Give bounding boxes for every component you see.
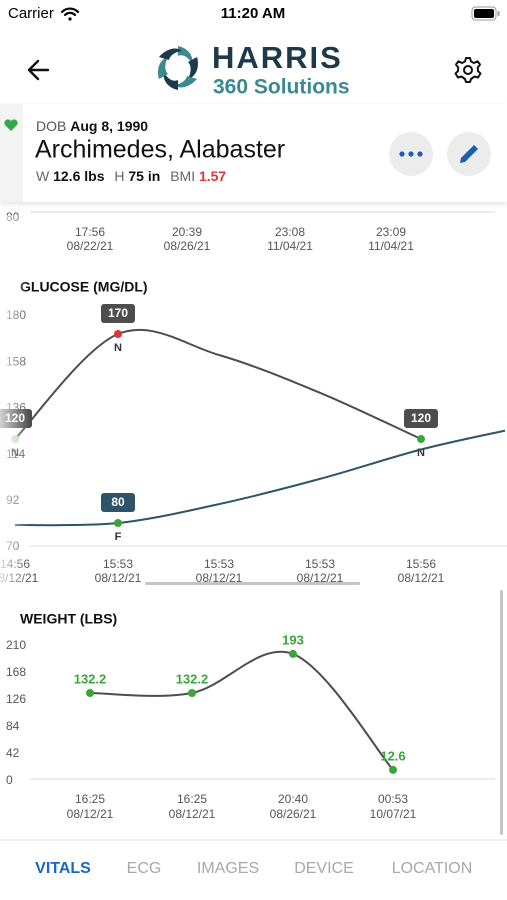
tab[interactable]: ECG	[127, 860, 162, 877]
height-value: 75 in	[128, 168, 160, 184]
data-point	[114, 330, 122, 338]
value-label: 193	[282, 632, 304, 647]
y-tick-label: 126	[6, 692, 26, 706]
x-tick-date: 08/12/21	[398, 571, 445, 585]
x-tick-date: 08/12/21	[169, 807, 216, 821]
data-point	[86, 689, 94, 698]
heart-icon	[4, 119, 18, 131]
x-tick-date: 08/22/21	[67, 239, 114, 253]
x-tick-date: 10/07/21	[370, 807, 417, 821]
value-label: 132.2	[74, 671, 107, 686]
card-side-strip	[0, 104, 23, 202]
data-point	[188, 689, 196, 698]
value-label: 120	[411, 411, 431, 425]
x-tick-time: 15:56	[406, 557, 436, 571]
battery-icon	[471, 6, 500, 21]
dob-label: DOB	[36, 118, 66, 134]
y-tick-label: 84	[6, 719, 20, 733]
left-fade	[0, 215, 30, 595]
bmi-label: BMI	[170, 168, 195, 184]
x-tick-time: 20:40	[278, 792, 308, 806]
x-tick-date: 08/26/21	[164, 239, 211, 253]
series-line	[89, 650, 394, 771]
x-tick-time: 23:08	[275, 225, 305, 239]
x-tick-date: 11/04/21	[368, 239, 414, 253]
data-point	[417, 435, 425, 443]
x-tick-date: 08/12/21	[95, 571, 142, 585]
tab[interactable]: LOCATION	[392, 860, 473, 877]
value-label: 170	[108, 306, 128, 320]
x-tick-time: 16:25	[75, 792, 105, 806]
weight-label: W	[36, 168, 50, 184]
y-tick-label: 210	[6, 638, 26, 652]
logo-tagline: 360 Solutions	[213, 76, 350, 99]
tab[interactable]: VITALS	[35, 860, 91, 877]
wifi-icon	[60, 7, 80, 21]
x-tick-date: 08/26/21	[270, 807, 317, 821]
value-label-box	[404, 409, 438, 428]
x-tick-time: 20:39	[172, 225, 202, 239]
y-tick-label: 42	[6, 746, 20, 760]
dob-line: DOB Aug 8, 1990	[36, 118, 148, 134]
dob-value: Aug 8, 1990	[70, 118, 148, 134]
weight-value: 12.6 lbs	[53, 168, 105, 184]
data-point	[389, 765, 397, 774]
horizontal-scrollbar	[145, 582, 360, 585]
x-tick-date: 11/04/21	[267, 239, 313, 253]
edit-button[interactable]	[447, 132, 491, 176]
logo-mark	[158, 46, 198, 90]
logo-name: HARRIS	[212, 40, 343, 75]
x-tick-time: 17:56	[75, 225, 105, 239]
carrier: Carrier	[8, 5, 54, 22]
y-tick-label: 0	[6, 773, 13, 787]
patient-name: Archimedes, Alabaster	[35, 136, 285, 164]
tab-bar: VITALS ECG IMAGES DEVICE LOCATION	[35, 860, 472, 877]
value-label: 132.2	[176, 671, 209, 686]
chart-title: GLUCOSE (MG/DL)	[20, 279, 148, 295]
clock: 11:20 AM	[221, 5, 285, 22]
settings-button[interactable]	[454, 57, 482, 83]
x-tick-time: 15:53	[305, 557, 335, 571]
x-tick-time: 15:53	[204, 557, 234, 571]
y-tick-label: 168	[6, 665, 26, 679]
more-button[interactable]	[389, 132, 433, 176]
value-label: 80	[111, 495, 125, 509]
x-tick-time: 16:25	[177, 792, 207, 806]
value-label-box	[101, 493, 135, 512]
chart-title: WEIGHT (LBS)	[20, 611, 117, 627]
height-label: H	[114, 168, 124, 184]
vertical-scrollbar	[500, 590, 503, 835]
series-line	[14, 429, 506, 527]
vitals-line: W 12.6 lbs H 75 in BMI 1.57	[36, 168, 226, 184]
tab[interactable]: DEVICE	[294, 860, 354, 877]
bmi-value: 1.57	[199, 168, 226, 184]
x-tick-date: 08/12/21	[297, 571, 344, 585]
point-flag: N	[114, 342, 122, 354]
point-flag: F	[115, 531, 122, 543]
x-tick-time: 15:53	[103, 557, 133, 571]
tab[interactable]: IMAGES	[197, 860, 259, 877]
x-tick-time: 00:53	[378, 792, 408, 806]
series-line	[14, 328, 422, 440]
x-tick-date: 08/12/21	[196, 571, 243, 585]
point-flag: N	[417, 447, 425, 459]
x-tick-time: 23:09	[376, 225, 406, 239]
x-tick-date: 08/12/21	[67, 807, 114, 821]
data-point	[289, 649, 297, 658]
value-label: 12.6	[380, 748, 405, 763]
data-point	[114, 519, 122, 527]
left-fade-weight	[0, 785, 14, 825]
value-label-box	[101, 304, 135, 323]
back-button[interactable]	[27, 59, 50, 81]
